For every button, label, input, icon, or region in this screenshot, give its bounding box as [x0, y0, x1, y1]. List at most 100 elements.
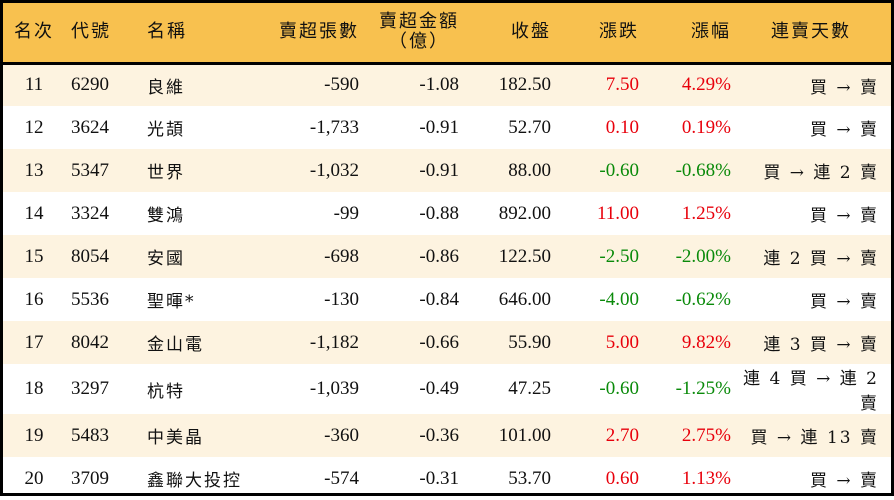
table-row[interactable]: 19 5483 中美晶 -360 -0.36 101.00 2.70 2.75%…: [3, 414, 891, 457]
cell-change-pct: 4.29%: [681, 74, 731, 96]
cell-change: 5.00: [605, 331, 639, 353]
cell-net-sell-amount: -0.49: [419, 378, 459, 399]
cell-change: 0.60: [605, 467, 639, 489]
cell-net-sell-amount: -0.88: [419, 202, 459, 224]
cell-name[interactable]: 聖暉*: [147, 292, 196, 312]
cell-close: 52.70: [508, 116, 551, 138]
cell-net-sell-lots: -590: [324, 74, 359, 96]
cell-net-sell-amount: -0.36: [419, 424, 459, 446]
cell-net-sell-lots: -1,039: [309, 378, 359, 399]
cell-net-sell-amount: -1.08: [419, 74, 459, 96]
cell-rank: 13: [24, 159, 44, 181]
cell-net-sell-lots: -1,182: [309, 331, 359, 353]
cell-code: 5483: [71, 424, 109, 446]
cell-rank: 16: [24, 288, 44, 310]
cell-code: 3297: [71, 378, 109, 399]
cell-name[interactable]: 杭特: [147, 381, 185, 402]
cell-name[interactable]: 良維: [147, 77, 185, 98]
cell-name[interactable]: 世界: [147, 163, 185, 183]
cell-change-pct: 1.13%: [681, 467, 731, 489]
col-header-close[interactable]: 收盤: [511, 21, 551, 43]
table-row[interactable]: 18 3297 杭特 -1,039 -0.49 47.25 -0.60 -1.2…: [3, 364, 891, 414]
table-row[interactable]: 11 6290 良維 -590 -1.08 182.50 7.50 4.29% …: [3, 63, 891, 106]
table-row[interactable]: 14 3324 雙鴻 -99 -0.88 892.00 11.00 1.25% …: [3, 192, 891, 235]
col-header-name[interactable]: 名稱: [147, 21, 187, 43]
cell-net-sell-amount: -0.31: [419, 467, 459, 489]
cell-close: 47.25: [508, 378, 551, 399]
table-row[interactable]: 17 8042 金山電 -1,182 -0.66 55.90 5.00 9.82…: [3, 321, 891, 364]
cell-consecutive-days: 買 → 賣: [809, 292, 879, 312]
cell-close: 53.70: [508, 467, 551, 489]
cell-name[interactable]: 鑫聯大投控: [147, 471, 242, 491]
table-header-row: 名次 代號 名稱 賣超張數 賣超金額 （億） 收盤 漲跌 漲幅 連賣天數: [3, 3, 891, 63]
cell-rank: 14: [24, 202, 44, 224]
cell-change-pct: 9.82%: [681, 331, 731, 353]
cell-code: 3624: [71, 116, 109, 138]
cell-consecutive-days: 買 → 連 13 賣: [750, 428, 879, 448]
cell-net-sell-lots: -130: [324, 288, 359, 310]
cell-net-sell-amount: -0.91: [419, 159, 459, 181]
table-row[interactable]: 12 3624 光頡 -1,733 -0.91 52.70 0.10 0.19%…: [3, 106, 891, 149]
cell-net-sell-amount: -0.66: [419, 331, 459, 353]
cell-net-sell-amount: -0.86: [419, 245, 459, 267]
cell-net-sell-lots: -1,032: [309, 159, 359, 181]
col-header-rank[interactable]: 名次: [14, 21, 54, 43]
cell-change-pct: -0.62%: [675, 288, 731, 310]
cell-name[interactable]: 光頡: [147, 120, 185, 140]
col-header-net-sell-amount-line2: （億）: [389, 31, 449, 53]
col-header-code[interactable]: 代號: [71, 21, 111, 43]
col-header-change[interactable]: 漲跌: [599, 21, 639, 43]
cell-close: 122.50: [498, 245, 551, 267]
cell-consecutive-days: 買 → 連 2 賣: [763, 163, 879, 183]
cell-change: 7.50: [605, 74, 639, 96]
cell-change-pct: -2.00%: [675, 245, 731, 267]
cell-rank: 15: [24, 245, 44, 267]
table-row[interactable]: 16 5536 聖暉* -130 -0.84 646.00 -4.00 -0.6…: [3, 278, 891, 321]
cell-change-pct: -1.25%: [675, 378, 731, 399]
cell-code: 3709: [71, 467, 109, 489]
col-header-net-sell-amount-line1: 賣超金額: [379, 11, 459, 33]
cell-code: 8042: [71, 331, 109, 353]
col-header-net-sell-lots[interactable]: 賣超張數: [279, 21, 359, 43]
cell-code: 5536: [71, 288, 109, 310]
col-header-consecutive-days[interactable]: 連賣天數: [771, 21, 851, 43]
col-header-net-sell-amount[interactable]: 賣超金額 （億）: [359, 3, 459, 63]
cell-consecutive-days: 買 → 賣: [809, 471, 879, 491]
cell-code: 3324: [71, 202, 109, 224]
cell-change-pct: 0.19%: [681, 116, 731, 138]
cell-code: 8054: [71, 245, 109, 267]
table-row[interactable]: 15 8054 安國 -698 -0.86 122.50 -2.50 -2.00…: [3, 235, 891, 278]
cell-rank: 19: [24, 424, 44, 446]
cell-rank: 18: [24, 378, 44, 399]
cell-consecutive-days: 買 → 賣: [809, 77, 879, 98]
cell-net-sell-lots: -698: [324, 245, 359, 267]
cell-consecutive-days: 買 → 賣: [809, 206, 879, 226]
col-header-change-pct[interactable]: 漲幅: [691, 21, 731, 43]
cell-change: 11.00: [596, 202, 639, 224]
cell-code: 5347: [71, 159, 109, 181]
cell-code: 6290: [71, 74, 109, 96]
table-row[interactable]: 20 3709 鑫聯大投控 -574 -0.31 53.70 0.60 1.13…: [3, 457, 891, 500]
cell-net-sell-lots: -1,733: [309, 116, 359, 138]
cell-net-sell-amount: -0.91: [419, 116, 459, 138]
table-row[interactable]: 13 5347 世界 -1,032 -0.91 88.00 -0.60 -0.6…: [3, 149, 891, 192]
cell-change: 2.70: [605, 424, 639, 446]
cell-name[interactable]: 金山電: [147, 335, 204, 355]
cell-net-sell-amount: -0.84: [419, 288, 459, 310]
cell-net-sell-lots: -360: [324, 424, 359, 446]
cell-change-pct: -0.68%: [675, 159, 731, 181]
cell-rank: 12: [24, 116, 44, 138]
cell-change: -2.50: [599, 245, 639, 267]
cell-net-sell-lots: -574: [324, 467, 359, 489]
cell-name[interactable]: 雙鴻: [147, 206, 185, 226]
cell-name[interactable]: 安國: [147, 249, 185, 269]
cell-close: 646.00: [498, 288, 551, 310]
cell-name[interactable]: 中美晶: [147, 428, 204, 448]
cell-change-pct: 1.25%: [681, 202, 731, 224]
cell-rank: 20: [24, 467, 44, 489]
cell-close: 88.00: [508, 159, 551, 181]
cell-close: 182.50: [498, 74, 551, 96]
cell-change: -0.60: [599, 159, 639, 181]
cell-consecutive-days: 連 4 買 → 連 2 賣: [743, 369, 879, 414]
